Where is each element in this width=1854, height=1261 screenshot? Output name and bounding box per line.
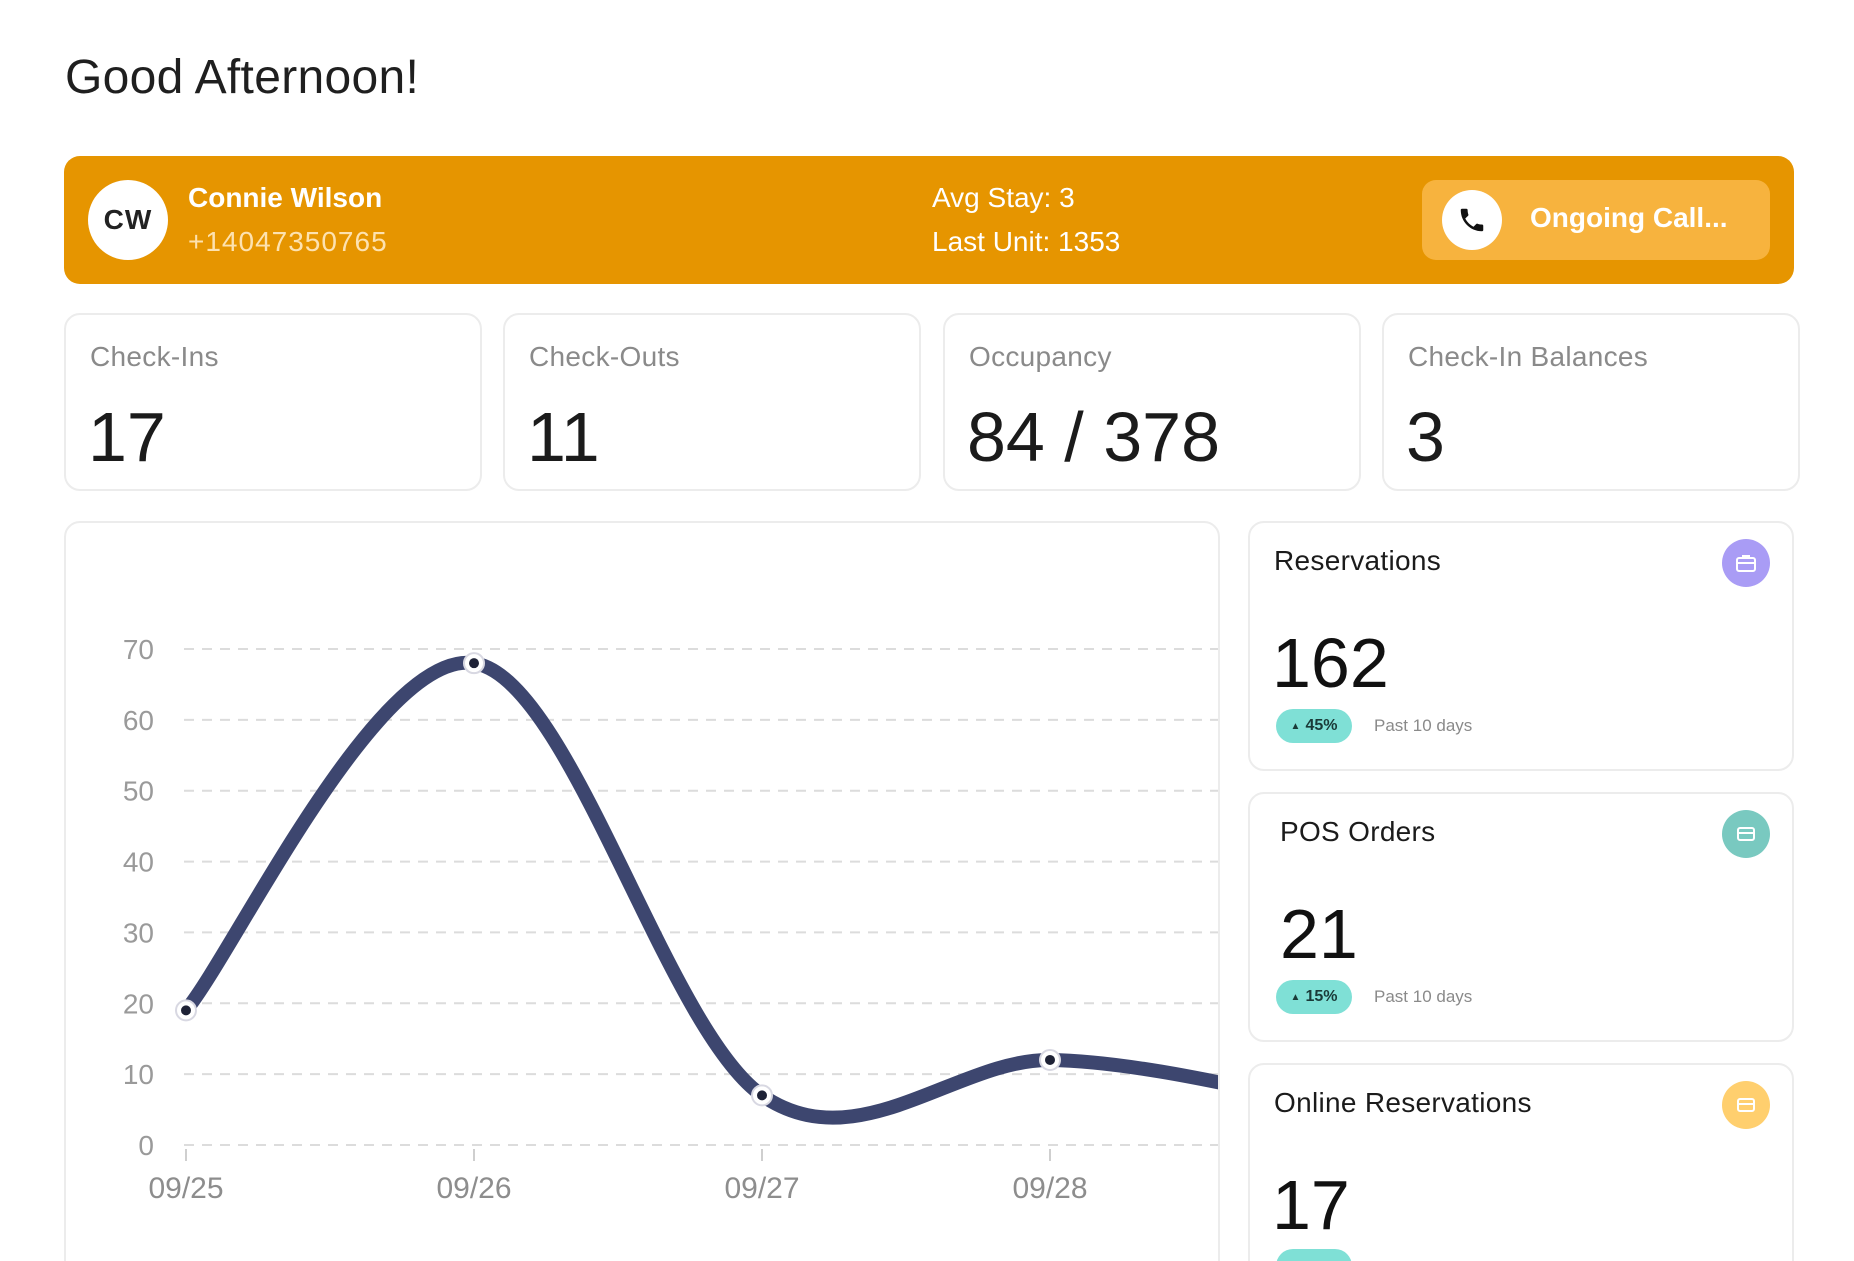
y-tick-label: 0 bbox=[138, 1130, 154, 1161]
line-chart: 0 10 20 30 40 50 60 70 09/25 09/26 09/27 09/28 bbox=[123, 634, 1218, 1205]
y-tick-label: 50 bbox=[123, 776, 154, 807]
stat-card-occupancy[interactable]: Occupancy 84 / 378 bbox=[943, 313, 1361, 491]
caller-name[interactable]: Connie Wilson bbox=[188, 182, 383, 213]
briefcase-icon bbox=[1722, 539, 1770, 587]
pos-orders-card[interactable]: POS Orders 21 ▲ 15% Past 10 days bbox=[1248, 792, 1794, 1042]
up-triangle-icon: ▲ bbox=[1290, 720, 1301, 732]
change-percent: 45% bbox=[1305, 717, 1338, 734]
up-triangle-icon: ▲ bbox=[1290, 991, 1301, 1003]
stat-label: Check-Outs bbox=[529, 341, 680, 372]
call-status-label: Ongoing Call... bbox=[1530, 202, 1728, 233]
card-title: Online Reservations bbox=[1274, 1087, 1532, 1118]
card-title: POS Orders bbox=[1280, 816, 1436, 847]
change-percent: 15% bbox=[1305, 988, 1338, 1005]
page-title: Good Afternoon! bbox=[65, 51, 420, 104]
period-label: Past 10 days bbox=[1374, 987, 1473, 1006]
change-badge: ▲ 45% bbox=[1276, 709, 1352, 743]
y-tick-label: 30 bbox=[123, 917, 154, 948]
card-value: 162 bbox=[1272, 624, 1389, 702]
change-badge bbox=[1276, 1249, 1352, 1261]
online-reservations-card[interactable]: Online Reservations 17 bbox=[1248, 1063, 1794, 1261]
stat-value: 11 bbox=[527, 398, 600, 476]
phone-icon bbox=[1442, 190, 1502, 250]
data-point-center bbox=[757, 1090, 767, 1101]
y-tick-label: 40 bbox=[123, 847, 154, 878]
y-tick-label: 70 bbox=[123, 634, 154, 665]
data-point-center bbox=[1045, 1054, 1055, 1065]
avg-stay: Avg Stay: 3 bbox=[932, 182, 1075, 213]
stat-value: 3 bbox=[1406, 398, 1445, 476]
stat-card-check-outs[interactable]: Check-Outs 11 bbox=[503, 313, 921, 491]
last-unit: Last Unit: 1353 bbox=[932, 226, 1121, 257]
card-value: 17 bbox=[1272, 1166, 1350, 1244]
x-tick-label: 09/27 bbox=[724, 1172, 799, 1205]
y-tick-label: 10 bbox=[123, 1059, 154, 1090]
stat-card-check-in-balances[interactable]: Check-In Balances 3 bbox=[1382, 313, 1800, 491]
change-badge: ▲ 15% bbox=[1276, 980, 1352, 1014]
reservations-card[interactable]: Reservations 162 ▲ 45% Past 10 days bbox=[1248, 521, 1794, 771]
x-tick-label: 09/25 bbox=[148, 1172, 223, 1205]
x-tick-label: 09/26 bbox=[436, 1172, 511, 1205]
caller-banner: CW Connie Wilson +14047350765 Avg Stay: … bbox=[64, 156, 1794, 284]
data-point-center bbox=[181, 1005, 191, 1016]
stat-value: 17 bbox=[88, 398, 166, 476]
y-tick-label: 20 bbox=[123, 988, 154, 1019]
stat-label: Occupancy bbox=[969, 341, 1112, 372]
ongoing-call-button[interactable]: Ongoing Call... bbox=[1422, 180, 1770, 260]
line-chart-card: 0 10 20 30 40 50 60 70 09/25 09/26 09/27 09/28 bbox=[64, 521, 1220, 1261]
series-line bbox=[179, 656, 1218, 1125]
stat-label: Check-In Balances bbox=[1408, 341, 1649, 372]
period-label: Past 10 days bbox=[1374, 716, 1473, 735]
data-point-center bbox=[469, 658, 479, 669]
avatar: CW bbox=[88, 180, 168, 260]
stat-value: 84 / 378 bbox=[967, 398, 1220, 476]
stat-card-check-ins[interactable]: Check-Ins 17 bbox=[64, 313, 482, 491]
card-icon bbox=[1722, 810, 1770, 858]
stat-label: Check-Ins bbox=[90, 341, 219, 372]
card-value: 21 bbox=[1280, 895, 1358, 973]
card-icon bbox=[1722, 1081, 1770, 1129]
card-title: Reservations bbox=[1274, 545, 1442, 576]
x-tick-label: 09/28 bbox=[1012, 1172, 1087, 1205]
y-tick-label: 60 bbox=[123, 705, 154, 736]
caller-phone: +14047350765 bbox=[188, 226, 388, 257]
